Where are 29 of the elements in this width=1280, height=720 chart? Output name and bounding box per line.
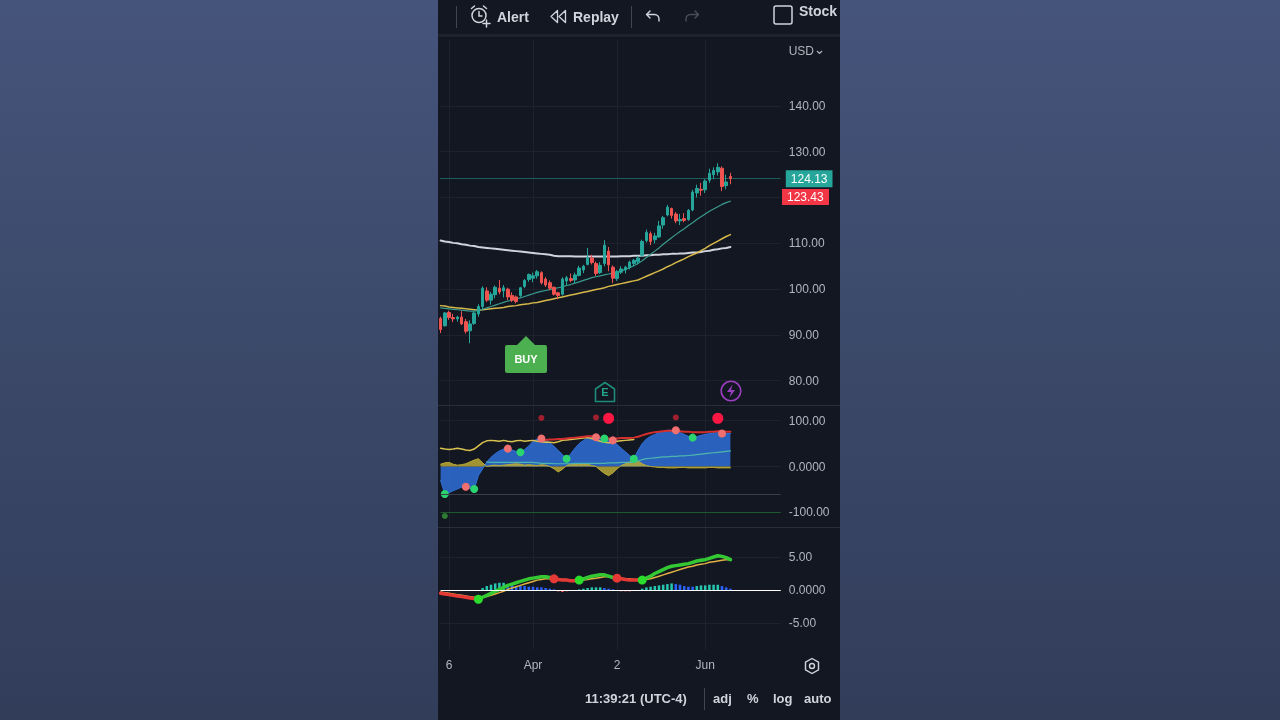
y-tick-label: 130.00 — [788, 144, 826, 159]
y-tick-label: 80.00 — [788, 373, 820, 388]
x-tick-label: 6 — [445, 658, 453, 673]
y-tick-label: 140.00 — [788, 98, 826, 113]
text: Replay — [573, 8, 619, 26]
annotation: E — [600, 385, 610, 399]
y-tick-label: 0.0000 — [788, 459, 826, 474]
ref-line-label: 124.13 — [790, 171, 828, 186]
y-tick-label: -5.00 — [788, 616, 817, 631]
text: 123.43 — [782, 189, 829, 205]
y-tick-label: 90.00 — [788, 327, 820, 342]
text: adj — [713, 690, 732, 708]
x-tick-label: Apr — [523, 658, 543, 673]
text: auto — [804, 690, 832, 708]
y-tick-label: 100.00 — [788, 282, 826, 297]
text: Alert — [497, 8, 529, 26]
text: % — [747, 690, 759, 708]
y-tick-label: 5.00 — [788, 550, 813, 565]
text: Stock — [799, 2, 838, 20]
annotation: BUY — [505, 345, 547, 373]
y-tick-label: 0.0000 — [788, 583, 826, 598]
y-tick-label: 110.00 — [788, 236, 825, 251]
y-axis-title: USD — [788, 44, 815, 58]
y-tick-label: 100.00 — [788, 413, 826, 428]
x-tick-label: Jun — [695, 658, 715, 673]
y-tick-label: -100.00 — [788, 505, 830, 520]
text: 11:39:21 (UTC-4) — [585, 690, 687, 708]
text: log — [773, 690, 793, 708]
x-tick-label: 2 — [613, 658, 621, 673]
